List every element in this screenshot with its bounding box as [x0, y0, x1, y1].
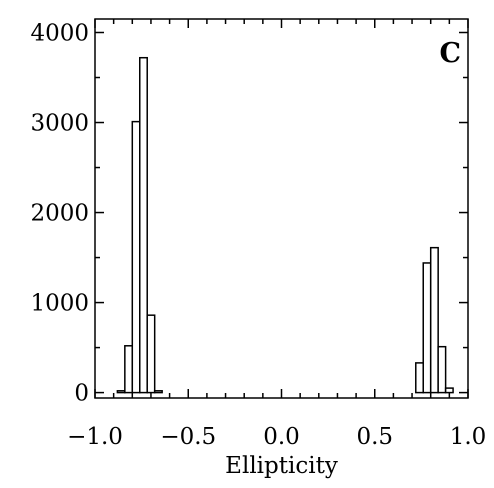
y-tick-label: 1000 — [30, 291, 89, 317]
histogram-bar — [116, 390, 126, 394]
histogram-bar — [422, 262, 432, 394]
histogram-bar — [131, 120, 141, 394]
histogram-bar — [124, 345, 134, 394]
bars-layer — [116, 56, 454, 394]
histogram-bar — [153, 390, 163, 394]
x-tick-label: 0.5 — [356, 424, 393, 450]
x-tick-label: −0.5 — [160, 424, 216, 450]
labels-layer: −1.0 −0.5 0.0 0.5 1.0 0 1000 2000 3000 4000 — [30, 21, 486, 450]
y-tick-label: 3000 — [30, 111, 89, 137]
histogram-bar — [444, 387, 454, 394]
panel-label: C — [440, 38, 462, 69]
histogram-bar — [415, 362, 424, 394]
histogram-bar — [429, 246, 439, 394]
plot-frame — [94, 18, 469, 399]
x-tick-label: 1.0 — [450, 424, 487, 450]
histogram-bar — [437, 345, 447, 394]
y-tick-label: 2000 — [30, 201, 89, 227]
y-tick-label: 0 — [74, 381, 89, 407]
x-tick-label: −1.0 — [67, 424, 123, 450]
histogram-bar — [146, 314, 156, 394]
ticks-layer — [94, 19, 469, 398]
x-axis-title: Ellipticity — [225, 453, 338, 479]
y-tick-label: 4000 — [30, 21, 89, 47]
x-tick-label: 0.0 — [263, 424, 300, 450]
histogram-bar — [139, 56, 148, 394]
